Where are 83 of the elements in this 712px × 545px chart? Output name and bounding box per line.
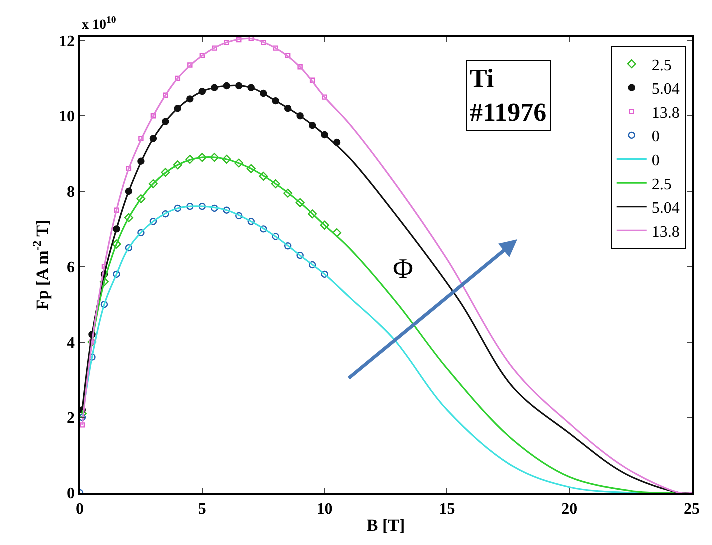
point — [260, 226, 268, 233]
point — [322, 94, 328, 100]
point — [161, 168, 170, 178]
point — [113, 270, 120, 278]
legend-label: 2.5 — [652, 176, 672, 194]
x-tick-label: 20 — [562, 500, 578, 518]
point — [163, 92, 168, 98]
legend-label: 0 — [652, 128, 660, 146]
y-tick-label: 0 — [67, 486, 76, 503]
point — [173, 160, 182, 170]
point — [112, 240, 122, 249]
point — [261, 40, 266, 46]
point — [150, 218, 158, 226]
point — [138, 229, 145, 237]
point — [296, 198, 305, 208]
point — [224, 40, 230, 46]
legend-label: 5.04 — [652, 200, 680, 218]
x-tick-label: 5 — [198, 500, 206, 518]
point — [248, 218, 255, 226]
point — [298, 64, 303, 70]
point — [124, 213, 134, 222]
point — [222, 154, 232, 164]
x-tick-label: 15 — [439, 500, 456, 518]
point — [125, 244, 133, 252]
point — [198, 153, 207, 162]
x-tick-label: 10 — [316, 500, 333, 518]
point — [198, 202, 206, 210]
point — [186, 154, 195, 164]
point — [210, 153, 220, 162]
y-tick-label: 6 — [67, 259, 76, 276]
point — [284, 188, 293, 198]
point — [236, 37, 242, 43]
legend-label: 5.04 — [652, 81, 680, 98]
point — [320, 220, 330, 230]
point — [271, 179, 280, 188]
legend-label: 13.8 — [652, 104, 680, 122]
point — [308, 210, 318, 219]
point — [186, 202, 194, 210]
x-tick-label: 25 — [684, 500, 700, 518]
point — [200, 53, 205, 58]
point — [259, 172, 268, 181]
y-tick-label: 2 — [67, 410, 76, 428]
legend-label: 2.5 — [652, 57, 672, 74]
point — [138, 136, 144, 142]
x-axis-title: B [T] — [366, 516, 406, 535]
point — [126, 166, 132, 172]
point — [272, 233, 280, 240]
point — [162, 210, 170, 218]
point — [236, 212, 243, 220]
point — [284, 242, 292, 250]
point — [136, 194, 146, 204]
legend-label: 0 — [652, 152, 660, 170]
point — [150, 114, 156, 119]
annotation: Φ — [393, 254, 414, 285]
point — [102, 264, 108, 270]
point — [212, 46, 218, 51]
y-tick-label: 8 — [67, 184, 76, 202]
point — [80, 422, 86, 428]
point — [234, 158, 244, 168]
point — [223, 206, 230, 214]
point — [188, 62, 193, 68]
point — [308, 261, 316, 269]
point — [80, 414, 86, 422]
point — [246, 164, 256, 174]
y-tick-label: 12 — [59, 33, 76, 50]
point — [321, 270, 328, 278]
annotation: Ti #11976 — [470, 64, 547, 127]
point — [148, 179, 158, 188]
point — [296, 252, 304, 260]
point — [310, 78, 316, 83]
y-tick-label: 4 — [67, 334, 76, 352]
point — [248, 37, 254, 42]
point — [332, 228, 342, 238]
legend-label: 13.8 — [652, 224, 680, 241]
y-tick-label: 10 — [59, 108, 76, 126]
point — [211, 204, 218, 212]
point — [174, 204, 182, 212]
point — [100, 300, 108, 308]
point — [285, 53, 291, 58]
point — [175, 76, 181, 82]
point — [114, 208, 120, 213]
text: x 10$^{10}$ — [82, 15, 116, 33]
point — [273, 46, 278, 51]
